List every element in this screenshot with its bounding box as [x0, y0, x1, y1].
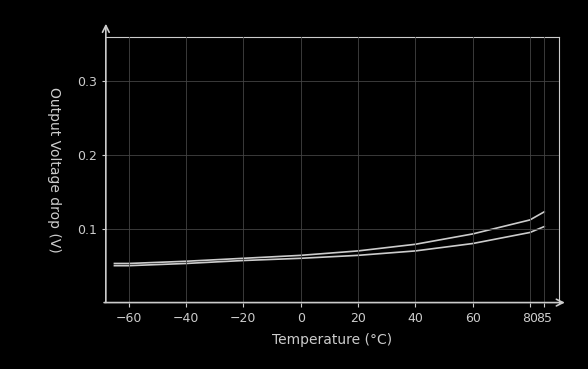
Y-axis label: Output Voltage drop (V): Output Voltage drop (V)	[47, 87, 61, 253]
X-axis label: Temperature (°C): Temperature (°C)	[272, 333, 392, 347]
